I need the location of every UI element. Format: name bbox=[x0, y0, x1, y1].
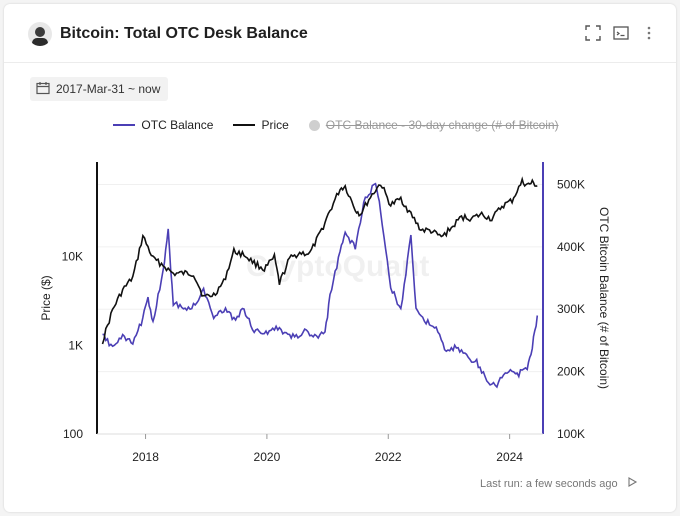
y-right-axis-title: OTC Bitcoin Balance (# of Bitcoin) bbox=[597, 207, 611, 389]
fullscreen-icon[interactable] bbox=[584, 24, 602, 42]
series-otc-balance-line bbox=[102, 182, 539, 389]
legend-label: OTC Balance - 30-day change (# of Bitcoi… bbox=[325, 118, 559, 132]
legend-dot bbox=[308, 119, 320, 131]
chart-legend: OTC Balance Price OTC Balance - 30-day c… bbox=[0, 118, 672, 132]
avatar bbox=[28, 22, 52, 46]
y-left-tick-label: 100 bbox=[63, 427, 83, 441]
last-run-text: Last run: a few seconds ago bbox=[480, 477, 618, 490]
x-tick-label: 2024 bbox=[496, 450, 523, 464]
y-left-tick-label: 10K bbox=[62, 250, 83, 264]
calendar-icon bbox=[36, 81, 50, 98]
x-tick-label: 2018 bbox=[132, 450, 159, 464]
legend-item-otc-change[interactable]: OTC Balance - 30-day change (# of Bitcoi… bbox=[308, 118, 559, 132]
avatar-icon bbox=[32, 27, 48, 46]
play-icon[interactable] bbox=[626, 476, 638, 491]
legend-swatch bbox=[113, 124, 136, 126]
date-range-selector[interactable]: 2017-Mar-31 ~ now bbox=[30, 77, 169, 101]
page-title: Bitcoin: Total OTC Desk Balance bbox=[60, 25, 308, 42]
series-price-line bbox=[101, 176, 538, 345]
chart-card: Bitcoin: Total OTC Desk Balance 2017-Mar… bbox=[4, 4, 676, 512]
y-right-tick-label: 100K bbox=[557, 427, 585, 441]
y-left-tick-label: 1K bbox=[68, 338, 83, 352]
y-left-axis-title: Price ($) bbox=[39, 275, 53, 320]
legend-item-otc-balance[interactable]: OTC Balance bbox=[113, 118, 213, 132]
legend-label: OTC Balance bbox=[141, 118, 214, 132]
terminal-icon[interactable] bbox=[612, 24, 630, 42]
x-tick-label: 2022 bbox=[375, 450, 402, 464]
y-right-tick-label: 300K bbox=[557, 302, 585, 316]
card-header: Bitcoin: Total OTC Desk Balance bbox=[4, 4, 676, 63]
x-tick-label: 2020 bbox=[254, 450, 281, 464]
y-right-tick-label: 400K bbox=[557, 240, 585, 254]
legend-label: Price bbox=[261, 118, 289, 132]
date-range-label: 2017-Mar-31 ~ now bbox=[56, 82, 161, 96]
legend-swatch bbox=[233, 124, 256, 126]
more-options-icon[interactable] bbox=[640, 24, 658, 42]
y-right-tick-label: 500K bbox=[557, 177, 585, 191]
footer: Last run: a few seconds ago bbox=[480, 476, 638, 491]
legend-item-price[interactable]: Price bbox=[233, 118, 289, 132]
y-right-tick-label: 200K bbox=[557, 365, 585, 379]
